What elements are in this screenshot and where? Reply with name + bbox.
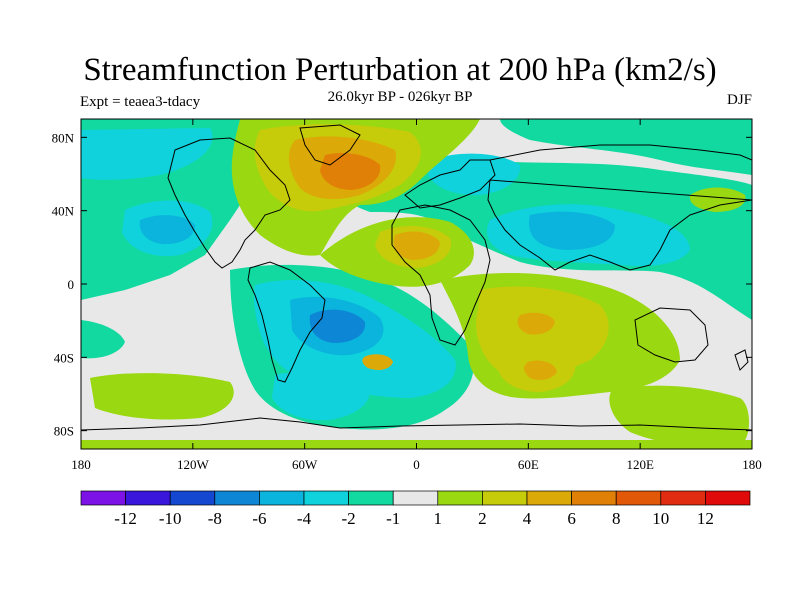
colorbar-label: 6 — [567, 509, 576, 528]
colorbar-swatch — [303, 490, 349, 506]
x-tick-label: 180 — [71, 457, 91, 472]
contour-neg6-south-america — [309, 309, 366, 343]
x-axis: 180 120W 60W 0 60E 120E 180 — [71, 119, 762, 472]
colorbar-swatch — [80, 490, 126, 506]
colorbar-label: -12 — [114, 509, 137, 528]
x-tick-label: 60E — [518, 457, 539, 472]
colorbar-swatch — [482, 490, 528, 506]
coast-europe — [404, 159, 496, 209]
colorbar-label: 10 — [652, 509, 669, 528]
colorbar-swatch — [660, 490, 706, 506]
colorbar-label: -1 — [386, 509, 400, 528]
colorbar-label: -4 — [297, 509, 312, 528]
contour-pos4-pacific-small — [362, 354, 393, 370]
colorbar-label: 1 — [434, 509, 443, 528]
x-tick-label: 180 — [742, 457, 762, 472]
colorbar-swatch — [437, 490, 483, 506]
coast-new-zealand — [734, 349, 749, 371]
contour-pos4-africa — [393, 231, 440, 260]
coast-north-america — [167, 137, 291, 269]
contour-neg4-asia — [529, 211, 615, 250]
contour-pos-pacific-small — [689, 187, 746, 212]
y-tick-label: 40N — [52, 204, 75, 219]
colorbar-swatch — [526, 490, 572, 506]
coast-greenland — [299, 124, 361, 166]
x-tick-label: 60W — [292, 457, 318, 472]
contour-pos-south-pacific — [609, 385, 749, 447]
contour-neg2-antarctic-sa — [272, 371, 370, 421]
contour-neg-arctic-pacific — [500, 119, 752, 175]
contour-neg-orange-pacific — [139, 215, 195, 245]
coast-asia — [487, 144, 752, 271]
colorbar-swatch — [571, 490, 617, 506]
colorbar-label: -10 — [159, 509, 182, 528]
x-tick-label: 0 — [413, 457, 420, 472]
season-label: DJF — [726, 92, 752, 108]
y-tick-label: 80S — [54, 424, 74, 439]
y-tick-label: 80N — [52, 130, 75, 145]
contour-pos4-south-indian — [524, 360, 557, 380]
colorbar: -12 -10 -8 -6 -4 -2 -1 1 2 4 6 8 10 12 — [80, 490, 751, 528]
colorbar-swatch — [259, 490, 305, 506]
colorbar-swatch — [125, 490, 171, 506]
y-axis: 80N 40N 0 40S 80S — [52, 130, 752, 439]
experiment-label: Expt = teaea3-tdacy — [80, 94, 201, 110]
y-tick-label: 0 — [68, 277, 75, 292]
colorbar-label: 12 — [697, 509, 714, 528]
contour-fill-layer — [81, 119, 752, 449]
colorbar-label: 4 — [523, 509, 532, 528]
chart-subtitle: 26.0kyr BP - 026kyr BP — [327, 89, 473, 105]
coast-australia — [634, 307, 709, 363]
colorbar-swatch — [392, 490, 439, 506]
colorbar-swatch — [615, 490, 662, 506]
colorbar-swatch — [348, 490, 394, 506]
contour-pos-southern-ocean — [90, 373, 234, 420]
x-tick-label: 120E — [626, 457, 654, 472]
contour-neg2-europe — [428, 153, 521, 196]
contour-pos6-north-atlantic — [320, 153, 381, 190]
colorbar-label: -8 — [208, 509, 222, 528]
contour-pos4-indian — [517, 312, 555, 335]
colorbar-label: -2 — [342, 509, 356, 528]
colorbar-swatch — [169, 490, 216, 506]
coastlines — [81, 124, 752, 431]
contour-neg-sw-pacific — [81, 320, 125, 359]
colorbar-swatch — [214, 490, 260, 506]
colorbar-label: -6 — [252, 509, 266, 528]
chart-title: Streamfunction Perturbation at 200 hPa (… — [83, 52, 717, 88]
colorbar-label: 2 — [478, 509, 487, 528]
coast-antarctica — [81, 417, 752, 431]
coast-south-america — [247, 261, 326, 383]
contour-neg2-north-pacific — [81, 128, 213, 180]
coast-africa — [391, 204, 491, 346]
colorbar-label: 8 — [612, 509, 621, 528]
y-tick-label: 40S — [54, 350, 74, 365]
x-tick-label: 120W — [177, 457, 210, 472]
colorbar-swatch — [705, 490, 751, 506]
